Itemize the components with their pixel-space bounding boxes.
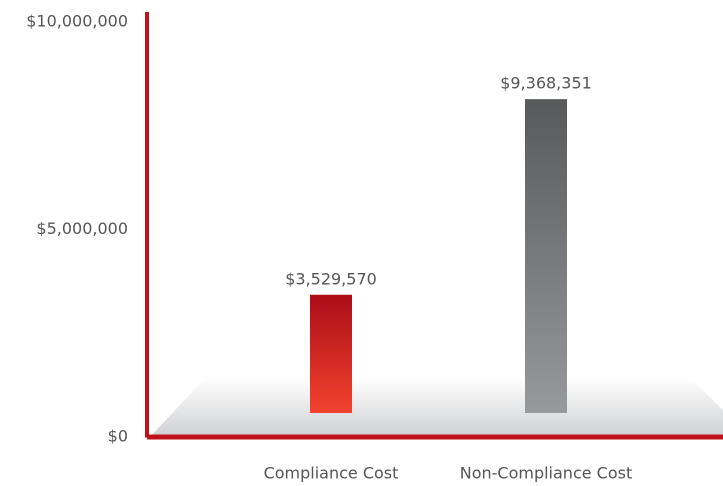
x-tick-label: Compliance Cost (264, 464, 399, 483)
y-tick-label: $10,000,000 (26, 12, 128, 31)
y-tick-label: $5,000,000 (36, 219, 128, 238)
y-tick-label: $0 (108, 427, 128, 446)
value-label: $9,368,351 (500, 74, 592, 93)
bar (310, 294, 352, 413)
floor (150, 378, 723, 437)
x-tick-label: Non-Compliance Cost (460, 464, 633, 483)
bar (525, 99, 567, 413)
value-label: $3,529,570 (285, 269, 377, 288)
